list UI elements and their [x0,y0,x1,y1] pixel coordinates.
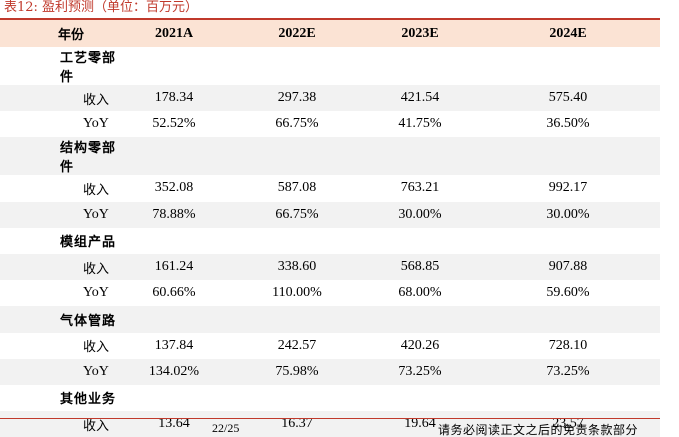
cell-value: 75.98% [230,358,364,385]
section-row: 结构零部件 [0,137,660,176]
cell-value: 73.25% [476,358,660,385]
table-caption: 表12: 盈利预测（单位：百万元） [4,0,199,15]
forecast-table: 年份 2021A 2022E 2023E 2024E 工艺零部件 收入 178.… [0,20,660,437]
table-row: YoY 60.66% 110.00% 68.00% 59.60% [0,280,660,306]
cell-value: 13.64 [118,411,230,437]
cell-value: 30.00% [364,201,476,228]
table-row: YoY 78.88% 66.75% 30.00% 30.00% [0,201,660,228]
cell-value: 30.00% [476,201,660,228]
row-label: YoY [83,285,109,301]
cell-value: 68.00% [398,285,442,301]
header-2024e: 2024E [476,20,660,47]
cell-value: 161.24 [118,253,230,281]
cell-value: 23.57 [476,411,660,437]
section-row: 工艺零部件 [0,47,660,85]
cell-value: 60.66% [152,285,196,301]
table-row: YoY 134.02% 75.98% 73.25% 73.25% [0,358,660,385]
row-label: YoY [0,358,118,385]
cell-value: 587.08 [277,180,317,196]
row-label: 收入 [83,340,110,356]
cell-value: 242.57 [277,337,317,353]
header-2023e: 2023E [364,20,476,47]
header-2021a: 2021A [118,20,230,47]
cell-value: 421.54 [364,85,476,112]
row-label: YoY [0,201,118,228]
table-row: 收入 178.34 297.38 421.54 575.40 [0,85,660,112]
section-title: 气体管路 [0,306,118,333]
table-row: 收入 352.08 587.08 763.21 992.17 [0,175,660,201]
cell-value: 728.10 [548,337,588,353]
section-row: 模组产品 [0,228,660,254]
header-year: 年份 [0,20,118,47]
cell-value: 338.60 [230,253,364,281]
row-label: 收入 [0,411,118,437]
table-row: YoY 52.52% 66.75% 41.75% 36.50% [0,111,660,137]
cell-value: 52.52% [152,116,196,132]
cell-value: 59.60% [546,285,590,301]
row-label: YoY [83,116,109,132]
caption-divider [0,18,660,20]
row-label: 收入 [83,182,110,198]
cell-value: 137.84 [154,337,194,353]
section-title: 工艺零部件 [60,51,117,85]
cell-value: 763.21 [400,180,440,196]
section-row: 气体管路 [0,306,660,333]
section-row: 其他业务 [0,385,660,411]
section-title: 结构零部件 [0,137,118,176]
table-row: 收入 13.64 16.37 19.64 23.57 [0,411,660,437]
cell-value: 575.40 [476,85,660,112]
cell-value: 36.50% [546,116,590,132]
cell-value: 110.00% [272,285,322,301]
table-row: 收入 161.24 338.60 568.85 907.88 [0,253,660,281]
cell-value: 66.75% [275,116,319,132]
header-row: 年份 2021A 2022E 2023E 2024E [0,20,660,47]
row-label: 收入 [0,253,118,281]
cell-value: 352.08 [154,180,194,196]
cell-value: 41.75% [398,116,442,132]
cell-value: 19.64 [364,411,476,437]
cell-value: 73.25% [364,358,476,385]
cell-value: 907.88 [476,253,660,281]
cell-value: 78.88% [118,201,230,228]
page-number: 22/25 [212,421,240,435]
cell-value: 66.75% [230,201,364,228]
cell-value: 178.34 [118,85,230,112]
section-title: 其他业务 [60,392,117,408]
footer-divider [0,418,660,419]
table-row: 收入 137.84 242.57 420.26 728.10 [0,333,660,359]
cell-value: 420.26 [400,337,440,353]
header-2022e: 2022E [230,20,364,47]
cell-value: 134.02% [118,358,230,385]
cell-value: 297.38 [230,85,364,112]
cell-value: 992.17 [548,180,588,196]
cell-value: 16.37 [230,411,364,437]
row-label: 收入 [0,85,118,112]
section-title: 模组产品 [60,235,117,251]
disclaimer-text: 请务必阅读正文之后的免责条款部分 [438,423,639,437]
cell-value: 568.85 [364,253,476,281]
